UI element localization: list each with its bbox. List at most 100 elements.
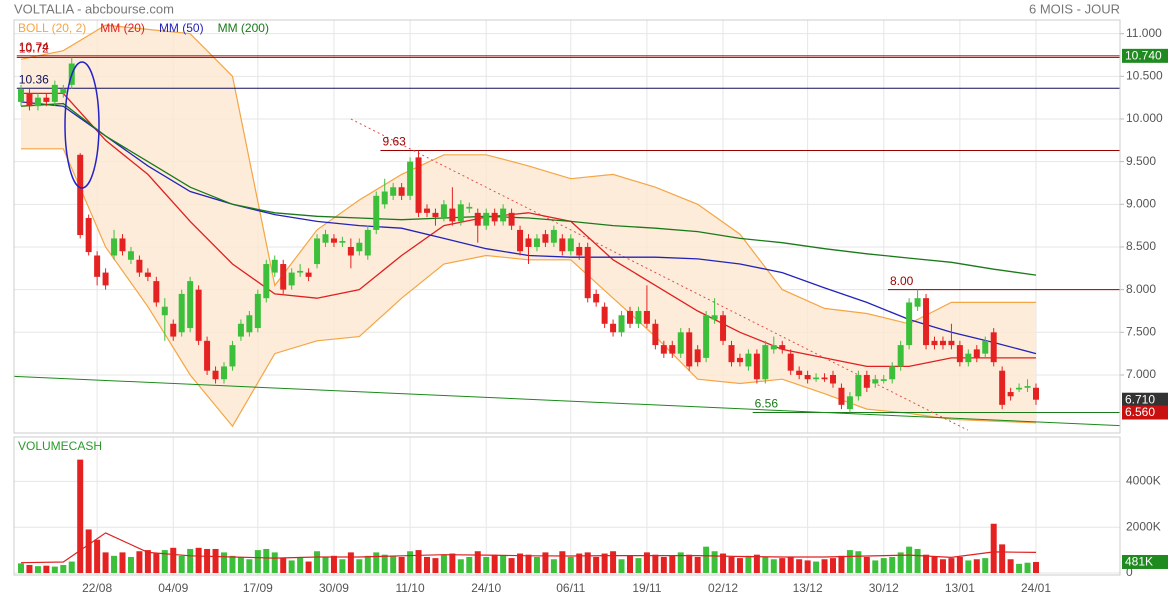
volume-bar [770, 559, 777, 573]
volume-bar [576, 553, 583, 573]
candle-body [872, 379, 879, 384]
candle-body [119, 238, 126, 252]
candle-body [576, 246, 583, 256]
moving-average [21, 92, 1036, 368]
volume-bar [161, 550, 168, 573]
candle-body [846, 396, 853, 410]
candle-body [999, 370, 1006, 405]
candle-body [703, 315, 710, 358]
volume-bar [187, 548, 194, 573]
volume-bar [195, 547, 202, 573]
volume-bar [153, 553, 160, 573]
candle-body [1033, 387, 1039, 400]
candle-body [855, 374, 862, 397]
bollinger-fill [21, 25, 1036, 427]
candle-body [314, 238, 321, 265]
level-label: 8.00 [890, 274, 914, 288]
volume-bar [686, 554, 693, 573]
price-panel [14, 24, 1120, 431]
candle-body [136, 259, 143, 273]
volume-bar [102, 552, 109, 573]
candle-body [195, 289, 202, 341]
annotation-ellipse [64, 61, 100, 189]
candle-body [440, 204, 447, 218]
candle-body [398, 187, 405, 196]
candle-body [804, 374, 811, 380]
volume-bar [68, 561, 75, 573]
volume-bar [119, 552, 126, 573]
candle-body [533, 238, 540, 247]
volume-bar [373, 552, 380, 573]
x-tick-label: 02/12 [708, 581, 738, 595]
candle-body [517, 229, 524, 252]
volume-bar [432, 558, 439, 573]
candle-body [373, 195, 380, 230]
candle-body [618, 315, 625, 333]
price-tag-label: 481K [1125, 555, 1153, 569]
volume-bar [889, 556, 896, 573]
volume-bar [1024, 562, 1031, 573]
price-tag [1122, 392, 1168, 407]
candle-body [567, 238, 574, 252]
volume-bar [204, 548, 211, 573]
volume-bar [178, 555, 185, 573]
candle-body [415, 157, 422, 213]
volume-bar [593, 556, 600, 573]
x-tick-label: 30/12 [869, 581, 899, 595]
volume-bar [127, 556, 134, 573]
candle-body [60, 89, 67, 94]
candle-body [686, 332, 693, 367]
candle-body [237, 323, 244, 337]
candle-body [542, 234, 549, 243]
candle-body [956, 345, 963, 363]
x-tick-label: 13/12 [793, 581, 823, 595]
candle-body [491, 212, 498, 222]
candle-body [1016, 387, 1023, 390]
volume-panel [18, 459, 1039, 573]
price-tag-label: 6.710 [1125, 392, 1155, 406]
volume-bar [263, 548, 270, 573]
candle-body [34, 97, 41, 107]
candle-body [863, 374, 870, 388]
legend-entry: MM (50) [159, 21, 204, 35]
x-tick-label: 06/11 [556, 581, 585, 595]
volume-bar [424, 556, 430, 573]
volume-bar [288, 560, 295, 573]
volume-bar [830, 558, 836, 573]
candle-body [982, 340, 989, 354]
axes: 7.0007.5008.0008.5009.0009.50010.00010.5… [82, 26, 1168, 595]
candle-body [288, 272, 295, 286]
candle-body [1024, 386, 1031, 388]
candle-body [229, 345, 236, 367]
candle-body [18, 89, 24, 102]
volume-bar [449, 553, 456, 573]
candle-body [144, 272, 151, 277]
volume-bar [804, 560, 811, 573]
volume-bar [897, 552, 904, 573]
volume-bar [584, 552, 591, 573]
volume-bar [1016, 563, 1023, 573]
candle-body [271, 259, 278, 273]
candle-body [973, 349, 980, 358]
candle-body [187, 281, 194, 329]
volume-bar [846, 550, 853, 573]
candle-body [322, 234, 329, 243]
x-tick-label: 24/01 [1021, 581, 1051, 595]
candle-body [246, 315, 253, 333]
candle-body [500, 208, 507, 222]
volume-bar [525, 554, 532, 573]
volume-bar [923, 554, 930, 573]
candle-body [610, 323, 617, 333]
candle-body [906, 302, 913, 346]
candle-body [660, 345, 667, 354]
candle-body [356, 242, 363, 252]
level-label: 10.72 [19, 42, 49, 56]
volume-bar [762, 556, 769, 573]
candle-body [204, 340, 211, 371]
x-tick-label: 22/08 [82, 581, 112, 595]
volume-bar [931, 556, 938, 573]
volume-bar [381, 554, 388, 573]
volume-bar [559, 551, 566, 573]
volume-bar [347, 552, 354, 573]
volume-bar [1007, 559, 1014, 573]
